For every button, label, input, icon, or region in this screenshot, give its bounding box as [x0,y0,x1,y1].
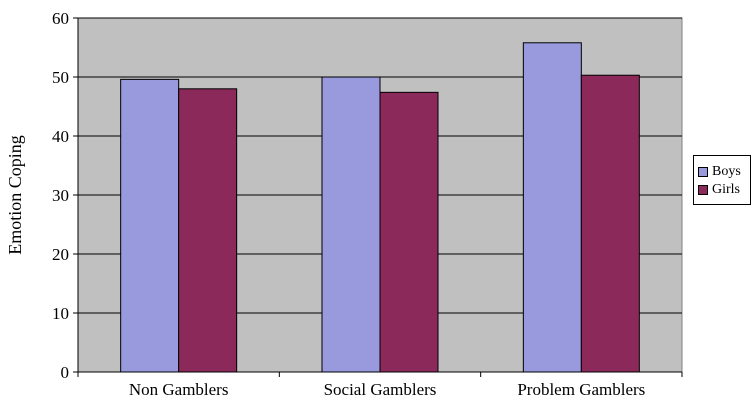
bar-girls-0 [178,88,238,373]
x-tick-label: Non Gamblers [129,380,229,399]
legend-swatch-boys [698,167,708,177]
legend-swatch-girls [698,185,708,195]
bar-boys-1 [321,76,381,373]
y-tick-label: 60 [52,9,69,28]
legend-item-girls: Girls [698,182,740,198]
y-tick-label: 50 [52,68,69,87]
legend-item-boys: Boys [698,164,741,180]
y-tick-label: 10 [52,304,69,323]
bar-boys-0 [120,78,180,373]
y-axis-label: Emotion Coping [5,135,25,255]
legend-label-girls: Girls [712,182,740,197]
bar-boys-2 [522,42,582,373]
x-tick-label: Social Gamblers [324,380,437,399]
bar-girls-2 [580,74,640,373]
y-tick-label: 40 [52,127,69,146]
axes [73,17,683,377]
y-tick-labels: 0 10 20 30 40 50 60 [52,9,69,382]
legend: Boys Girls [693,155,751,205]
bars [120,42,640,373]
y-tick-label: 20 [52,245,69,264]
x-tick-label: Problem Gamblers [517,380,645,399]
y-tick-label: 0 [61,363,70,382]
y-tick-label: 30 [52,186,69,205]
x-tick-labels: Non Gamblers Social Gamblers Problem Gambl… [129,380,645,399]
bar-girls-1 [379,91,439,373]
legend-label-boys: Boys [712,164,741,179]
